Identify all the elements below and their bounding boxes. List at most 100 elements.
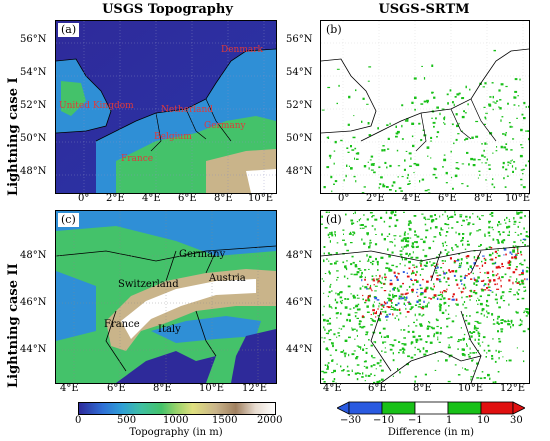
difference-speckle [461,224,463,226]
difference-speckle [446,223,450,226]
difference-speckle [499,233,501,236]
difference-speckle [487,312,490,315]
difference-speckle [353,328,356,330]
difference-speckle [388,313,391,315]
difference-speckle [375,234,377,235]
difference-speckle [332,380,335,383]
difference-speckle [489,377,491,380]
difference-speckle [525,308,528,310]
difference-speckle [488,279,492,282]
difference-speckle [411,101,414,104]
difference-speckle [421,178,425,181]
difference-speckle [411,122,415,125]
difference-speckle [520,254,523,256]
difference-speckle [446,325,449,328]
difference-speckle [413,77,417,80]
difference-speckle [433,333,436,336]
difference-speckle [508,230,510,234]
difference-speckle [498,306,501,309]
difference-speckle [487,283,490,286]
difference-speckle [494,102,497,104]
difference-speckle [380,378,384,381]
difference-speckle [512,126,514,128]
difference-speckle [475,120,479,123]
difference-speckle [496,318,499,320]
difference-speckle [355,89,357,92]
difference-speckle [339,300,342,303]
difference-speckle [404,296,406,299]
difference-speckle [396,132,399,135]
difference-speckle [344,298,346,300]
colorbar-difference [337,401,525,415]
difference-speckle [399,296,403,298]
difference-speckle [439,291,442,293]
difference-speckle [345,265,347,268]
difference-speckle [423,216,426,219]
difference-speckle [387,297,390,299]
difference-speckle [393,308,397,311]
difference-speckle [420,293,423,296]
difference-speckle [525,315,528,317]
difference-speckle [381,276,383,280]
difference-speckle [339,296,343,299]
difference-speckle [485,118,487,120]
difference-speckle [379,359,382,362]
difference-speckle [442,262,444,264]
difference-speckle [392,352,394,355]
difference-speckle [513,241,516,243]
difference-speckle [473,277,475,280]
difference-speckle [419,284,422,287]
difference-speckle [525,106,527,108]
difference-speckle [489,213,492,216]
panel-d-difference-case2: (d) [320,210,530,384]
difference-speckle [416,235,420,238]
difference-speckle [389,189,392,191]
difference-speckle [408,260,411,264]
difference-speckle [450,336,453,339]
difference-speckle [438,254,440,256]
difference-speckle [379,331,382,334]
difference-speckle [498,350,500,354]
difference-speckle [480,312,483,315]
difference-speckle [464,275,466,277]
difference-speckle [409,165,412,167]
difference-speckle [422,347,425,350]
difference-speckle [426,99,429,102]
difference-speckle [369,212,373,214]
difference-speckle [473,262,476,265]
difference-speckle [492,238,495,241]
difference-speckle [358,219,360,222]
difference-speckle [373,278,375,281]
difference-speckle [431,64,434,67]
difference-speckle [395,190,397,192]
difference-speckle [504,186,507,188]
difference-speckle [465,137,469,140]
panel-c-lat-tick: 46°N [20,297,47,308]
difference-speckle [507,225,511,228]
difference-speckle [517,248,519,251]
difference-speckle [469,352,472,354]
difference-speckle [443,122,445,124]
panel-d-lon-tick: 6°E [368,383,387,394]
difference-speckle [346,365,349,368]
difference-speckle [504,133,507,137]
difference-speckle [512,251,515,253]
difference-speckle [518,324,521,327]
difference-speckle [455,138,458,141]
difference-speckle [457,348,459,350]
difference-speckle [329,156,331,159]
difference-speckle [362,372,364,375]
difference-speckle [387,137,390,140]
difference-speckle [512,249,515,252]
difference-speckle [442,244,444,247]
difference-speckle [491,262,495,265]
difference-speckle [516,347,518,349]
difference-speckle [507,234,510,236]
difference-speckle [377,263,379,266]
difference-speckle [482,308,485,311]
difference-speckle [497,278,501,280]
difference-speckle [433,236,437,238]
difference-speckle [408,254,410,257]
difference-speckle [364,286,368,289]
difference-speckle [448,305,450,307]
